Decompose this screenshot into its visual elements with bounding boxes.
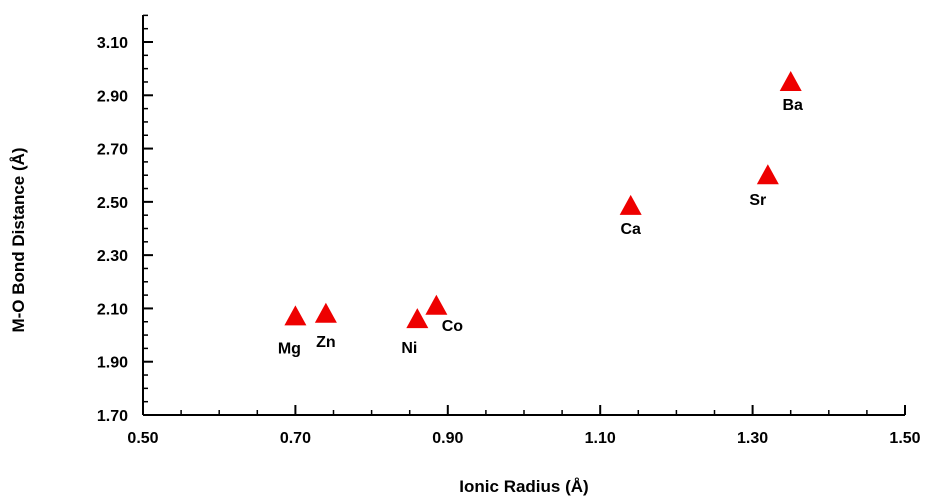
y-axis-label: M-O Bond Distance (Å) (9, 147, 28, 332)
x-ticks: 0.50 0.70 0.90 1.10 1.30 1.50 (127, 405, 921, 447)
data-point-ba: Ba (779, 70, 803, 114)
y-tick-label: 3.10 (97, 35, 128, 52)
x-tick-label: 0.90 (432, 430, 463, 447)
data-point-zn: Zn (314, 302, 337, 351)
point-label: Ba (782, 97, 803, 114)
x-tick-label: 0.50 (127, 430, 158, 447)
point-label: Co (442, 318, 464, 335)
x-tick-label: 1.50 (889, 430, 920, 447)
data-point-sr: Sr (749, 164, 779, 209)
y-tick-label: 2.70 (97, 142, 128, 159)
y-tick-label: 2.10 (97, 301, 128, 318)
x-axis-label: Ionic Radius (Å) (459, 477, 588, 496)
point-label: Sr (749, 192, 766, 209)
point-label: Ca (620, 221, 641, 238)
triangle-marker (756, 164, 779, 185)
y-tick-label: 2.50 (97, 195, 128, 212)
x-tick-label: 1.30 (737, 430, 768, 447)
y-tick-label: 1.90 (97, 355, 128, 372)
point-label: Zn (316, 334, 336, 351)
triangle-marker (779, 70, 802, 91)
y-tick-label: 2.30 (97, 248, 128, 265)
data-points: Mg Zn Ni Co Ca Sr Ba (278, 70, 803, 357)
triangle-marker (619, 194, 642, 215)
point-label: Mg (278, 340, 301, 357)
y-tick-label: 2.90 (97, 88, 128, 105)
x-tick-label: 0.70 (280, 430, 311, 447)
data-point-ca: Ca (619, 194, 642, 238)
data-point-co: Co (425, 294, 464, 335)
x-tick-label: 1.10 (585, 430, 616, 447)
triangle-marker (314, 302, 337, 323)
triangle-marker (425, 294, 448, 315)
triangle-marker (284, 305, 307, 326)
point-label: Ni (401, 340, 417, 357)
triangle-marker (406, 308, 429, 329)
y-tick-label: 1.70 (97, 408, 128, 425)
y-ticks: 1.70 1.90 2.10 2.30 2.50 2.70 2.90 3.10 (97, 14, 153, 425)
data-point-mg: Mg (278, 305, 307, 357)
data-point-ni: Ni (401, 308, 429, 357)
